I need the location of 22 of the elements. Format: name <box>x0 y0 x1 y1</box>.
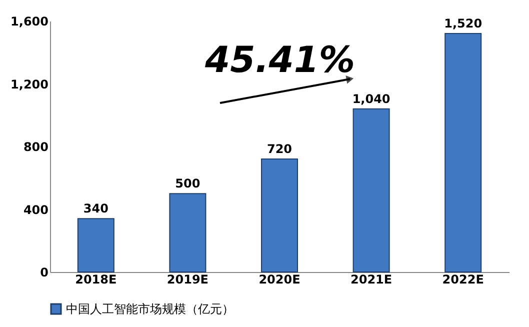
bar <box>261 158 298 272</box>
bar <box>169 193 206 272</box>
data-label: 340 <box>83 202 108 216</box>
y-tick-label: 400 <box>23 202 48 217</box>
y-tick-label: 1,600 <box>10 14 48 28</box>
legend-label: 中国人工智能市场规模（亿元） <box>66 302 234 316</box>
x-tick-label: 2021E <box>350 272 392 286</box>
y-tick-label: 800 <box>23 140 48 154</box>
data-label: 1,040 <box>352 92 390 106</box>
data-label: 500 <box>175 176 200 191</box>
x-tick-label: 2022E <box>442 272 484 286</box>
x-tick-label: 2018E <box>75 272 117 286</box>
y-tick-label: 0 <box>40 266 48 280</box>
x-tick-label: 2020E <box>258 272 300 286</box>
x-tick-label: 2019E <box>166 272 209 286</box>
bar <box>352 108 390 272</box>
annotation: 45.41% <box>204 40 355 81</box>
bar <box>77 218 114 272</box>
bar <box>444 33 482 272</box>
y-tick-label: 1,200 <box>10 77 48 92</box>
data-label: 720 <box>266 142 292 156</box>
data-label: 1,520 <box>444 16 482 31</box>
